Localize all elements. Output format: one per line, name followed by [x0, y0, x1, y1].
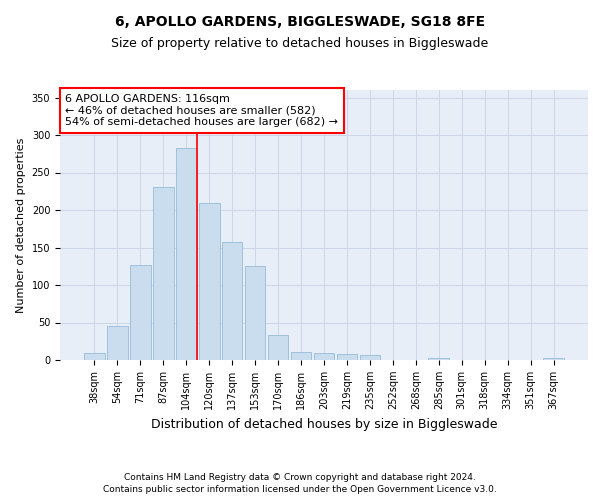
Bar — [107, 326, 128, 360]
Bar — [544, 358, 564, 360]
Bar — [290, 352, 311, 360]
Bar — [153, 186, 173, 360]
Bar — [245, 266, 265, 360]
Bar — [222, 242, 242, 360]
Bar — [337, 354, 358, 360]
Text: 6 APOLLO GARDENS: 116sqm
← 46% of detached houses are smaller (582)
54% of semi-: 6 APOLLO GARDENS: 116sqm ← 46% of detach… — [65, 94, 338, 127]
Bar — [176, 148, 197, 360]
Text: 6, APOLLO GARDENS, BIGGLESWADE, SG18 8FE: 6, APOLLO GARDENS, BIGGLESWADE, SG18 8FE — [115, 15, 485, 29]
Bar — [314, 352, 334, 360]
Text: Contains public sector information licensed under the Open Government Licence v3: Contains public sector information licen… — [103, 485, 497, 494]
X-axis label: Distribution of detached houses by size in Biggleswade: Distribution of detached houses by size … — [151, 418, 497, 430]
Bar — [359, 355, 380, 360]
Bar — [84, 352, 104, 360]
Text: Contains HM Land Registry data © Crown copyright and database right 2024.: Contains HM Land Registry data © Crown c… — [124, 472, 476, 482]
Bar — [428, 358, 449, 360]
Text: Size of property relative to detached houses in Biggleswade: Size of property relative to detached ho… — [112, 38, 488, 51]
Bar — [130, 265, 151, 360]
Bar — [199, 202, 220, 360]
Bar — [268, 334, 289, 360]
Y-axis label: Number of detached properties: Number of detached properties — [16, 138, 26, 312]
